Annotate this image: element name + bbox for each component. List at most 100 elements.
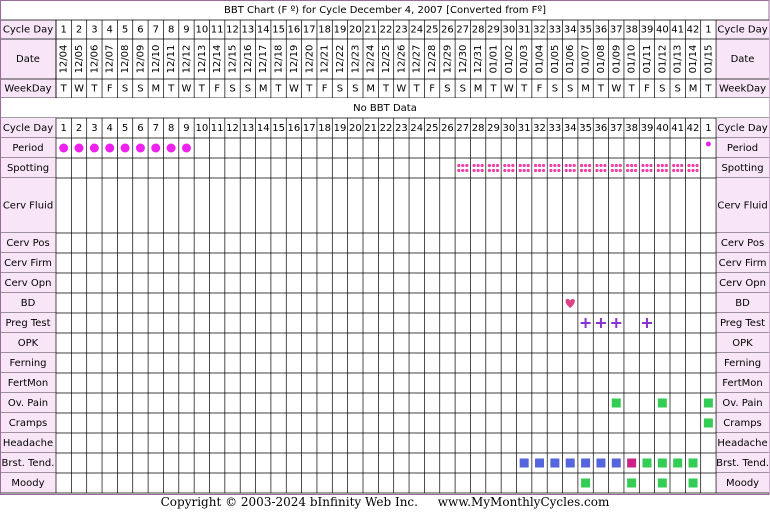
cycle-day2-label-right: Cycle Day [717,123,767,134]
cycle-day-label: 9 [183,25,189,36]
date-label: 12/15 [228,45,239,74]
obs-label-bg-right [716,293,769,313]
symptom-square [611,458,621,468]
date-label: 01/05 [550,45,561,74]
cycle-day-label: 6 [137,25,143,36]
cycle-day2-value: 13 [242,123,255,134]
cycle-day-label: 37 [610,25,623,36]
cycle-day2-value: 1 [705,123,711,134]
symptom-square [581,458,591,468]
cycle-day-label: 5 [122,25,128,36]
spotting-dot [626,163,630,168]
weekday-label: S [659,84,665,95]
symptom-square [596,458,606,468]
weekday-label: S [352,84,358,95]
obs-label-bg-left [1,313,56,333]
cycle-day-label: 20 [349,25,362,36]
spotting-dot [491,163,496,168]
obs-label-bg-right [716,373,769,393]
symptom-square [535,458,545,468]
cycle-day2-value: 17 [303,123,316,134]
cycle-day-label: 17 [303,25,316,36]
cycle-day-label: 42 [687,25,700,36]
obs-label-bg-left [1,453,56,473]
date-label: 01/14 [688,45,699,74]
copyright-text: Copyright © 2003-2024 bInfinity Web Inc. [160,495,418,509]
spotting-dot [676,163,680,168]
date-label: 12/31 [473,45,484,74]
symptom-square [688,458,698,468]
cycle-day2-value: 38 [625,123,638,134]
spotting-dot [634,163,638,168]
spotting-dot [587,168,592,173]
period-dot [166,143,176,153]
obs-label-bg-left [1,273,56,293]
spotting-dot [687,163,691,168]
spotting-dot [664,163,668,168]
date-label: 12/11 [166,45,177,74]
date-label: 12/16 [243,45,254,74]
symptom-square [703,418,713,428]
period-dot [59,143,69,153]
cycle-day2-value: 22 [380,123,393,134]
obs-label-bg-left [1,473,56,493]
obs-row-label-left: Headache [3,438,53,449]
obs-label-bg-right [716,453,769,473]
cycle-day2-value: 33 [549,123,562,134]
spotting-dot [691,168,695,173]
spotting-dot [472,168,476,173]
obs-row-label-right: Preg Test [720,318,765,329]
weekday-label: T [704,84,712,95]
cycle-day2-label-left: Cycle Day [3,123,53,134]
symptom-square [688,478,698,488]
header-row-label-left: Cycle Day [3,25,53,36]
weekday-label: S [567,84,573,95]
date-label: 12/20 [304,45,315,74]
obs-row-label-right: Cerv Firm [719,258,767,269]
date-label: 01/11 [642,45,653,74]
spotting-dot [579,168,584,173]
weekday-label: F [429,84,435,95]
obs-label-bg-right [716,273,769,293]
spotting-dot [533,168,538,173]
date-label: 12/27 [412,45,423,74]
cycle-day-label: 15 [272,25,285,36]
date-label: 01/13 [673,45,684,74]
obs-label-bg-right [716,353,769,373]
spotting-dot [461,163,465,168]
spotting-dot [522,168,526,173]
chart-frame [0,0,770,495]
cycle-day2-value: 29 [487,123,500,134]
spotting-dot [549,168,553,173]
date-label: 12/23 [350,45,361,74]
cycle-day2-value: 30 [502,123,515,134]
header-row-label-right: Date [731,54,755,65]
cycle-day-label: 7 [153,25,159,36]
cycle-day2-value: 39 [641,123,654,134]
weekday-label: T [198,84,206,95]
spotting-dot [511,163,515,168]
spotting-dot [476,168,480,173]
cycle-day-label: 16 [288,25,301,36]
weekday-label: M [581,84,590,95]
spotting-dot [695,163,699,168]
weekday-label: T [167,84,175,95]
weekday-label: W [396,84,406,95]
site-link[interactable]: www.MyMonthlyCycles.com [437,495,610,509]
spotting-dot [614,168,618,173]
cycle-day2-value: 36 [595,123,608,134]
date-label: 12/18 [274,45,285,74]
weekday-label: T [413,84,421,95]
spotting-dot [618,163,622,168]
spotting-dot [626,168,630,173]
spotting-dot [518,168,522,173]
period-dot [120,143,130,153]
header-row-label-left: Date [16,54,40,65]
date-label: 12/14 [212,45,223,74]
cycle-day2-value: 40 [656,123,669,134]
spotting-dot [695,168,699,173]
cycle-day2-value: 14 [257,123,270,134]
date-label: 12/28 [427,45,438,74]
spotting-dot [457,168,461,173]
spotting-dot [649,168,653,173]
